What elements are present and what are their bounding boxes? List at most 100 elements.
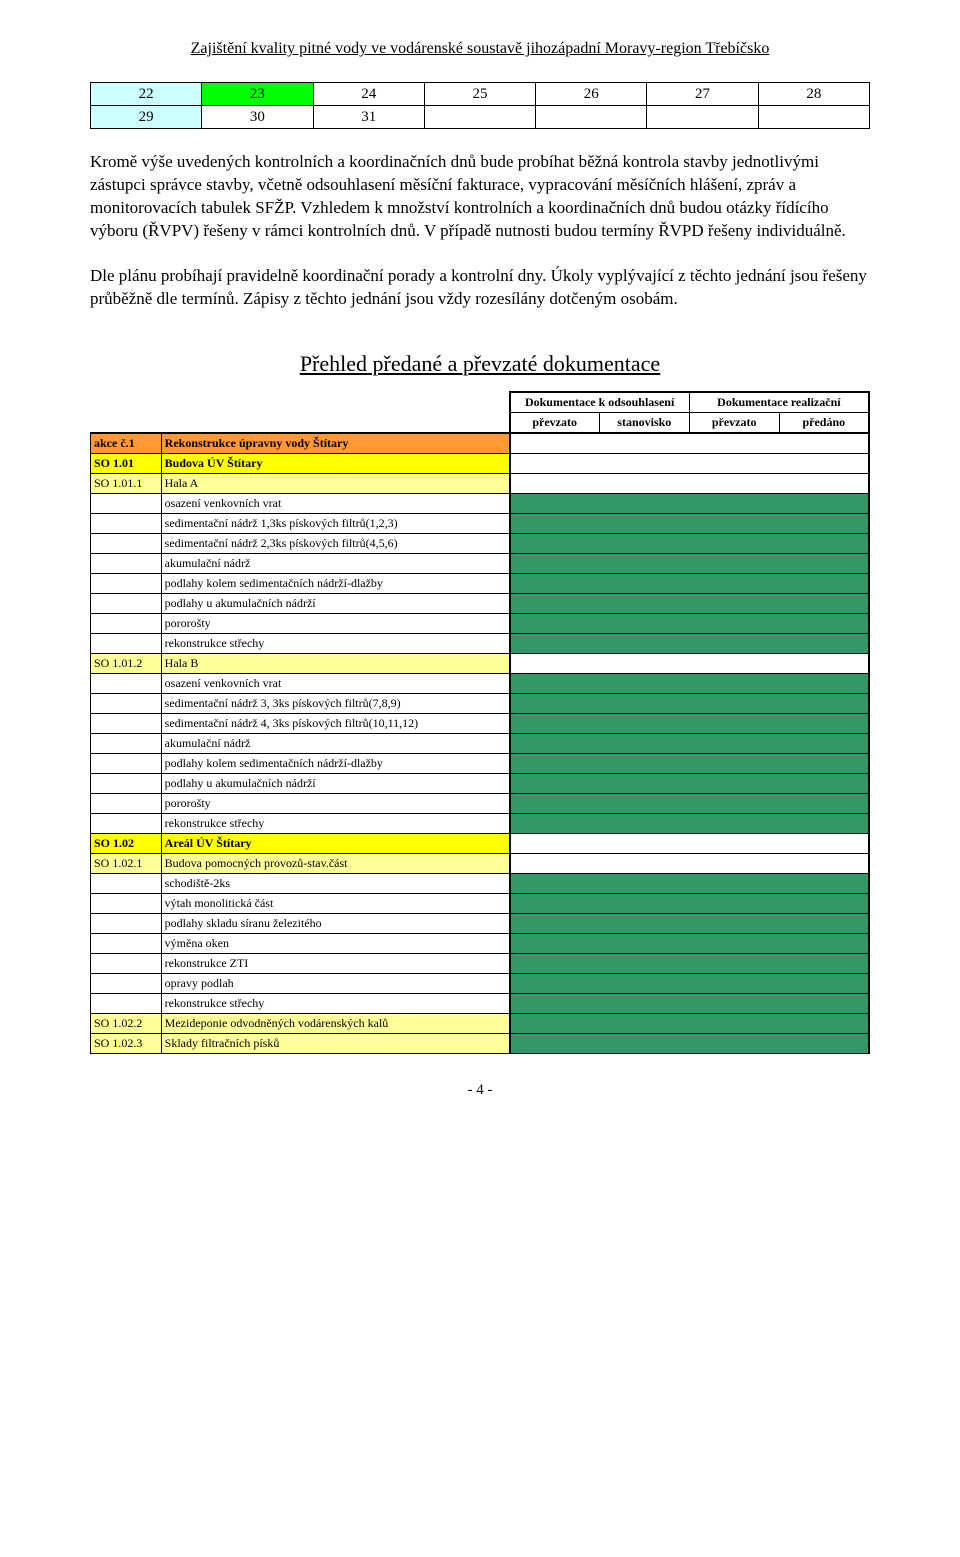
table-row: SO 1.02.3Sklady filtračních písků [91, 1033, 870, 1053]
table-row: sedimentační nádrž 2,3ks pískových filtr… [91, 533, 870, 553]
table-row: podlahy u akumulačních nádrží [91, 773, 870, 793]
row-name: Areál ÚV Štítary [161, 833, 509, 853]
row-name: pororošty [161, 793, 509, 813]
calendar-cell [424, 106, 535, 129]
row-status [510, 853, 869, 873]
row-code: SO 1.02.2 [91, 1013, 162, 1033]
row-name: rekonstrukce střechy [161, 633, 509, 653]
row-status [510, 833, 869, 853]
row-status [510, 753, 869, 773]
row-name: rekonstrukce ZTI [161, 953, 509, 973]
row-code: SO 1.02 [91, 833, 162, 853]
row-code [91, 993, 162, 1013]
calendar-cell: 31 [313, 106, 424, 129]
table-row: opravy podlah [91, 973, 870, 993]
calendar-cell: 27 [647, 83, 758, 106]
row-status [510, 433, 869, 454]
row-name: sedimentační nádrž 1,3ks pískových filtr… [161, 513, 509, 533]
table-row: SO 1.02.1Budova pomocných provozů-stav.č… [91, 853, 870, 873]
row-status [510, 613, 869, 633]
row-code: SO 1.02.3 [91, 1033, 162, 1053]
page-footer: - 4 - [90, 1082, 870, 1099]
documentation-table: Dokumentace k odsouhlasení Dokumentace r… [90, 391, 870, 1054]
row-status [510, 633, 869, 653]
row-name: podlahy kolem sedimentačních nádrží-dlaž… [161, 573, 509, 593]
table-row: podlahy skladu síranu železitého [91, 913, 870, 933]
row-code [91, 933, 162, 953]
row-code: SO 1.02.1 [91, 853, 162, 873]
row-code [91, 893, 162, 913]
table-row: rekonstrukce střechy [91, 633, 870, 653]
table-header-top: Dokumentace k odsouhlasení Dokumentace r… [91, 392, 870, 413]
row-status [510, 473, 869, 493]
row-name: Sklady filtračních písků [161, 1033, 509, 1053]
row-code [91, 713, 162, 733]
calendar-table: 22232425262728293031 [90, 82, 870, 129]
row-status [510, 773, 869, 793]
table-row: pororošty [91, 793, 870, 813]
calendar-cell: 25 [424, 83, 535, 106]
row-code [91, 613, 162, 633]
row-status [510, 733, 869, 753]
table-row: akce č.1Rekonstrukce úpravny vody Štítar… [91, 433, 870, 454]
row-name: Budova ÚV Štítary [161, 453, 509, 473]
table-row: podlahy kolem sedimentačních nádrží-dlaž… [91, 753, 870, 773]
paragraph-1: Kromě výše uvedených kontrolních a koord… [90, 151, 870, 243]
table-row: výtah monolitická část [91, 893, 870, 913]
row-code: SO 1.01 [91, 453, 162, 473]
row-code: SO 1.01.2 [91, 653, 162, 673]
row-name: sedimentační nádrž 4, 3ks pískových filt… [161, 713, 509, 733]
row-status [510, 513, 869, 533]
calendar-row: 22232425262728 [91, 83, 870, 106]
calendar-cell: 23 [202, 83, 313, 106]
table-row: sedimentační nádrž 3, 3ks pískových filt… [91, 693, 870, 713]
calendar-cell [647, 106, 758, 129]
row-code [91, 813, 162, 833]
subheader-3: převzato [689, 412, 779, 433]
row-name: výměna oken [161, 933, 509, 953]
row-status [510, 793, 869, 813]
row-code [91, 753, 162, 773]
table-row: výměna oken [91, 933, 870, 953]
calendar-cell: 24 [313, 83, 424, 106]
row-name: výtah monolitická část [161, 893, 509, 913]
table-row: podlahy kolem sedimentačních nádrží-dlaž… [91, 573, 870, 593]
row-name: podlahy kolem sedimentačních nádrží-dlaž… [161, 753, 509, 773]
row-code: akce č.1 [91, 433, 162, 454]
row-code [91, 513, 162, 533]
row-name: pororošty [161, 613, 509, 633]
row-status [510, 933, 869, 953]
row-status [510, 973, 869, 993]
calendar-cell [758, 106, 869, 129]
subheader-1: převzato [510, 412, 600, 433]
row-status [510, 533, 869, 553]
row-status [510, 653, 869, 673]
row-code [91, 573, 162, 593]
row-code [91, 593, 162, 613]
row-code [91, 973, 162, 993]
row-name: sedimentační nádrž 3, 3ks pískových filt… [161, 693, 509, 713]
calendar-cell: 29 [91, 106, 202, 129]
table-row: osazení venkovních vrat [91, 673, 870, 693]
row-status [510, 693, 869, 713]
row-code [91, 493, 162, 513]
table-row: schodiště-2ks [91, 873, 870, 893]
row-name: akumulační nádrž [161, 733, 509, 753]
row-name: podlahy u akumulačních nádrží [161, 593, 509, 613]
row-code [91, 793, 162, 813]
row-code [91, 873, 162, 893]
row-name: osazení venkovních vrat [161, 493, 509, 513]
row-name: podlahy u akumulačních nádrží [161, 773, 509, 793]
row-name: rekonstrukce střechy [161, 993, 509, 1013]
row-status [510, 713, 869, 733]
row-code [91, 673, 162, 693]
header-approval: Dokumentace k odsouhlasení [510, 392, 690, 413]
row-name: Hala B [161, 653, 509, 673]
table-row: podlahy u akumulačních nádrží [91, 593, 870, 613]
row-status [510, 1033, 869, 1053]
row-status [510, 953, 869, 973]
row-code [91, 633, 162, 653]
row-status [510, 673, 869, 693]
row-name: sedimentační nádrž 2,3ks pískových filtr… [161, 533, 509, 553]
row-name: Rekonstrukce úpravny vody Štítary [161, 433, 509, 454]
